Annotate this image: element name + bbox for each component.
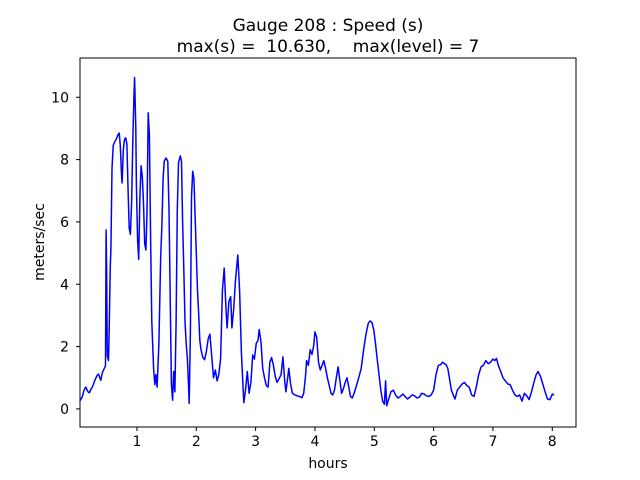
x-tick-label-8: 8 <box>548 434 557 450</box>
y-tick-label-2: 2 <box>60 340 69 356</box>
x-tick-label-4: 4 <box>310 434 319 450</box>
y-tick-label-0: 0 <box>60 402 69 418</box>
y-tick-label-8: 8 <box>60 153 69 169</box>
y-ticks: 0 2 4 6 8 10 <box>51 90 80 418</box>
x-tick-label-2: 2 <box>192 434 201 450</box>
x-axis-label: hours <box>308 456 347 472</box>
speed-line <box>79 76 555 407</box>
y-axis-label: meters/sec <box>32 203 48 281</box>
x-tick-label-7: 7 <box>488 434 497 450</box>
plot-border <box>79 57 577 428</box>
chart-subtitle: max(s) = 10.630, max(level) = 7 <box>177 37 480 57</box>
y-tick-label-4: 4 <box>60 277 69 293</box>
x-tick-label-1: 1 <box>132 434 141 450</box>
chart-title: Gauge 208 : Speed (s) <box>233 16 424 36</box>
x-tick-label-3: 3 <box>251 434 260 450</box>
y-tick-label-10: 10 <box>51 90 69 106</box>
x-tick-label-5: 5 <box>370 434 379 450</box>
y-tick-label-6: 6 <box>60 215 69 231</box>
x-tick-label-6: 6 <box>429 434 438 450</box>
x-ticks: 1 2 3 4 5 6 7 8 <box>132 427 557 450</box>
